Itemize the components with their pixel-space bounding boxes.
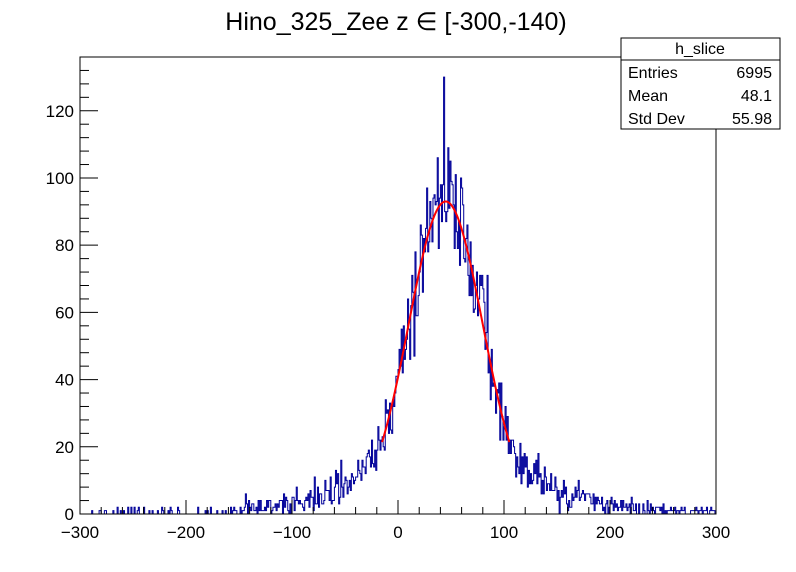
x-tick-label: −100: [273, 523, 311, 542]
y-tick-label: 40: [55, 371, 74, 390]
x-tick-label: 200: [596, 523, 624, 542]
stats-value-stddev: 55.98: [732, 111, 772, 128]
x-tick-label: −300: [61, 523, 99, 542]
stats-label-stddev: Std Dev: [628, 111, 685, 128]
x-axis: −300 −200 −100 0 100 200 300: [61, 500, 730, 542]
stats-box-frame: [620, 37, 781, 130]
y-axis: 0 20 40 60 80 100 120: [46, 56, 98, 524]
stats-value-mean: 48.1: [741, 88, 772, 105]
y-tick-label: 60: [55, 303, 74, 322]
fit-curve-layer: [381, 200, 511, 443]
x-tick-label: 100: [490, 523, 518, 542]
y-tick-label: 0: [65, 505, 74, 524]
y-tick-label: 80: [55, 236, 74, 255]
y-tick-label: 20: [55, 438, 74, 457]
y-tick-label: 100: [46, 169, 74, 188]
x-tick-label: 300: [702, 523, 730, 542]
stats-label-mean: Mean: [628, 88, 668, 105]
x-tick-label: 0: [393, 523, 402, 542]
x-tick-label: −200: [167, 523, 205, 542]
gaussian-fit-curve: [381, 200, 511, 443]
chart-title: Hino_325_Zee z ∈ [-300,-140): [225, 8, 566, 36]
stats-label-entries: Entries: [628, 65, 678, 82]
y-tick-label: 120: [46, 102, 74, 121]
stats-box-title: h_slice: [675, 41, 725, 58]
stats-box: h_slice Entries 6995 Mean 48.1 Std Dev 5…: [620, 37, 781, 130]
stats-value-entries: 6995: [736, 65, 772, 82]
